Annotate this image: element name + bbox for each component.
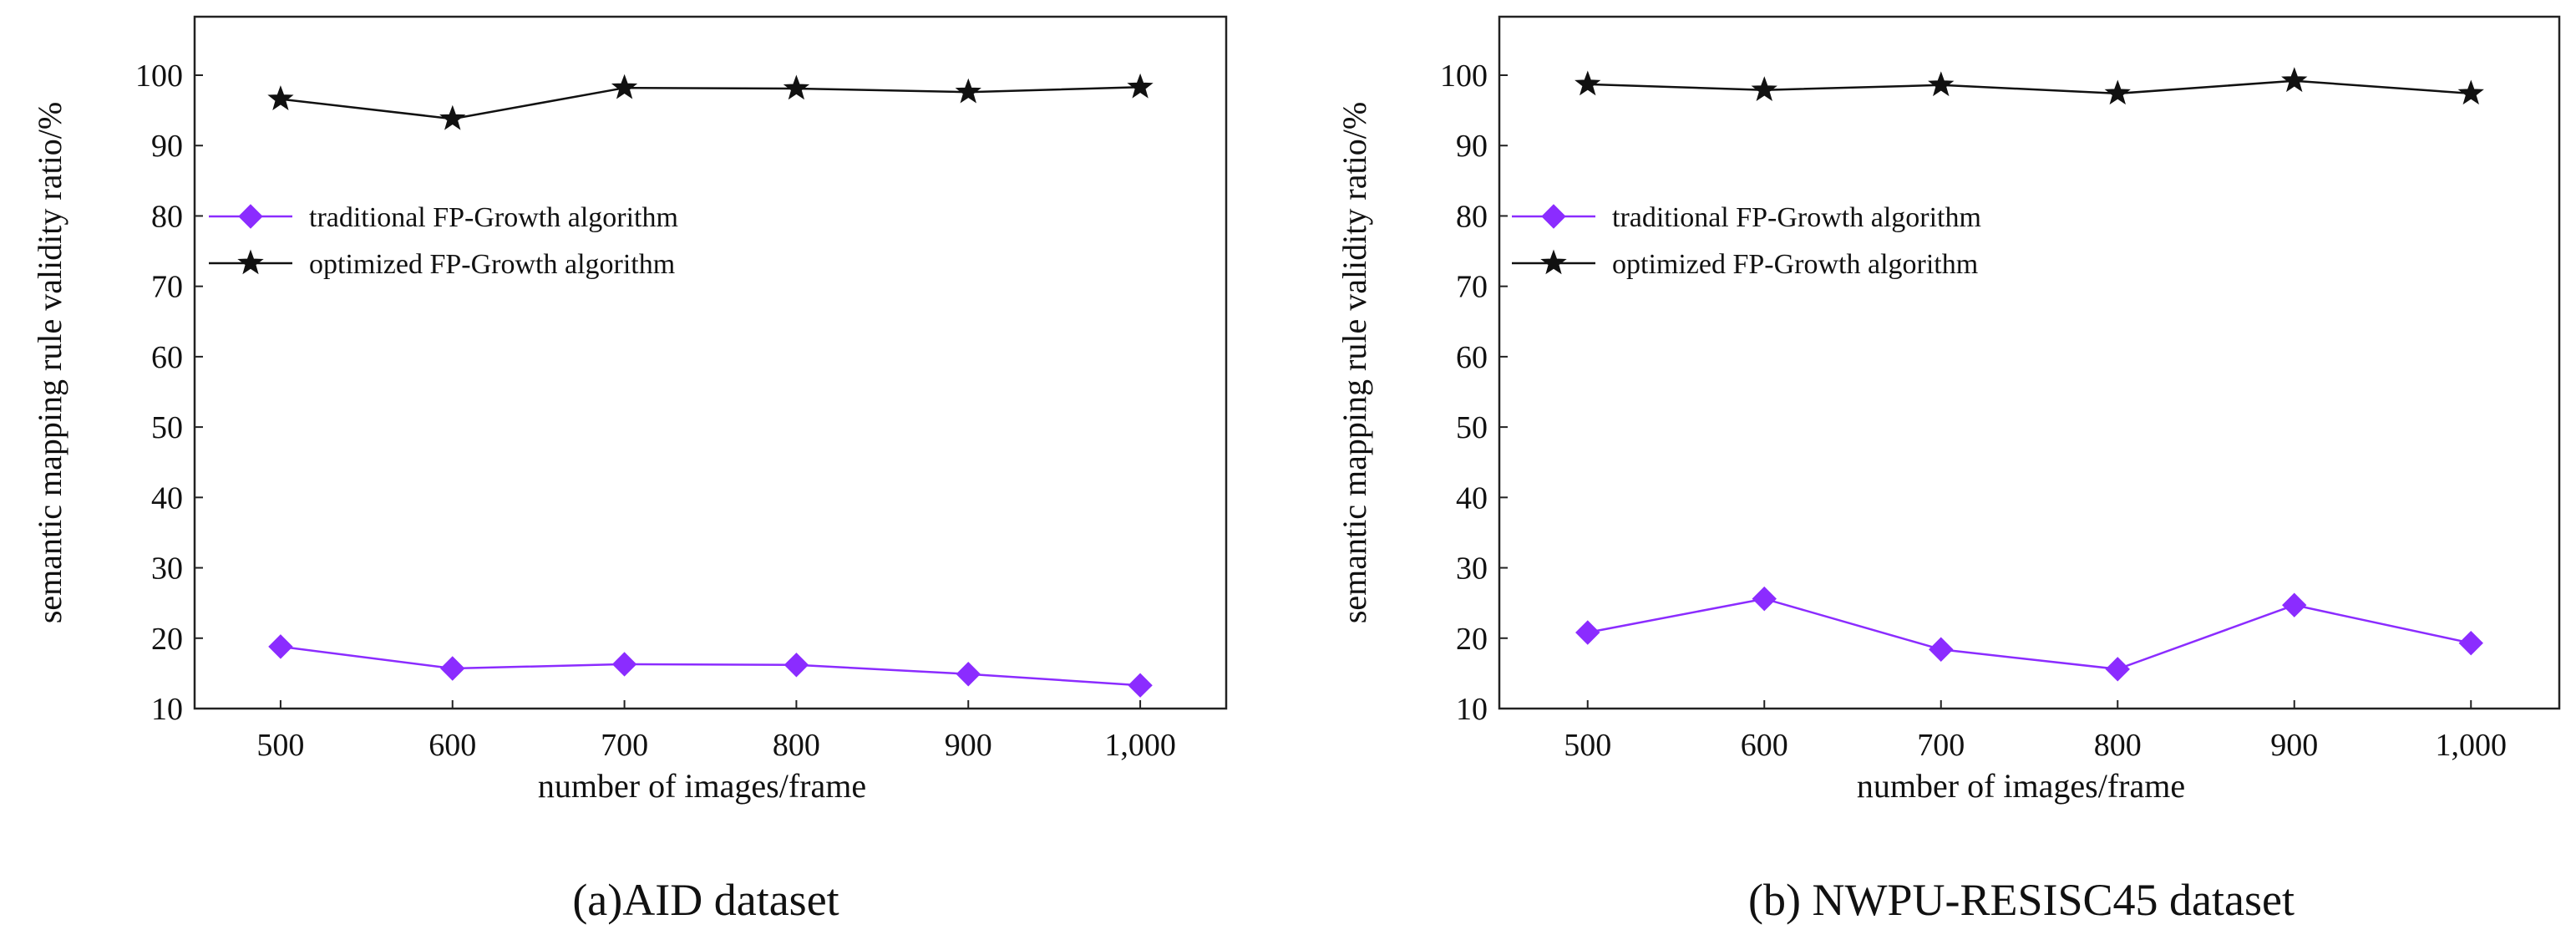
plot-frame (1498, 15, 2561, 710)
x-tick-label: 900 (945, 728, 992, 763)
x-axis-label: number of images/frame (538, 767, 866, 805)
y-tick-label: 10 (151, 692, 183, 727)
y-tick-label: 60 (1456, 340, 1488, 375)
legend-label-traditional-fp-growth-algorithm: traditional FP-Growth algorithm (309, 202, 678, 233)
data-point-optimized-fp-growth-algorithm (955, 78, 981, 104)
data-point-traditional-fp-growth-algorithm (1752, 586, 1777, 612)
y-tick-label: 100 (135, 58, 183, 94)
data-point-traditional-fp-growth-algorithm (2458, 630, 2483, 656)
data-point-optimized-fp-growth-algorithm (439, 104, 466, 130)
x-tick-label: 500 (1564, 728, 1611, 763)
x-tick-label: 800 (2094, 728, 2142, 763)
data-point-optimized-fp-growth-algorithm (1928, 71, 1955, 97)
plot-frame (193, 15, 1228, 710)
data-point-optimized-fp-growth-algorithm (1575, 70, 1601, 96)
data-point-traditional-fp-growth-algorithm (1128, 673, 1153, 698)
legend-marker-traditional-fp-growth-algorithm (238, 204, 263, 229)
data-point-traditional-fp-growth-algorithm (611, 652, 637, 677)
y-tick-label: 50 (1456, 410, 1488, 445)
panel-caption: (b) NWPU-RESISC45 dataset (1748, 875, 2295, 925)
data-point-optimized-fp-growth-algorithm (2281, 67, 2308, 93)
x-tick-label: 700 (1917, 728, 1965, 763)
x-tick-label: 600 (428, 728, 476, 763)
data-point-traditional-fp-growth-algorithm (1929, 637, 1954, 662)
y-tick-label: 70 (1456, 270, 1488, 305)
legend-label-traditional-fp-growth-algorithm: traditional FP-Growth algorithm (1612, 202, 1981, 233)
legend-label-optimized-fp-growth-algorithm: optimized FP-Growth algorithm (1612, 249, 1978, 280)
x-axis-label: number of images/frame (1857, 767, 2185, 805)
series-line-optimized-fp-growth-algorithm (280, 86, 1141, 120)
series-line-traditional-fp-growth-algorithm (280, 645, 1141, 687)
data-point-optimized-fp-growth-algorithm (1751, 76, 1777, 101)
y-tick-label: 90 (151, 129, 183, 164)
data-point-traditional-fp-growth-algorithm (783, 653, 809, 678)
legend-marker-traditional-fp-growth-algorithm (1541, 204, 1566, 229)
y-tick-label: 90 (1456, 129, 1488, 164)
y-tick-label: 20 (1456, 622, 1488, 657)
data-point-optimized-fp-growth-algorithm (2457, 79, 2484, 105)
series-line-optimized-fp-growth-algorithm (1587, 79, 2472, 95)
y-tick-label: 10 (1456, 692, 1488, 727)
y-tick-label: 40 (151, 480, 183, 516)
y-tick-label: 30 (151, 551, 183, 587)
x-tick-label: 600 (1741, 728, 1788, 763)
y-axis-label: semantic mapping rule validity ratio/% (1336, 102, 1373, 623)
data-point-traditional-fp-growth-algorithm (2105, 657, 2130, 682)
y-axis-label: semantic mapping rule validity ratio/% (31, 102, 68, 623)
data-point-traditional-fp-growth-algorithm (268, 634, 293, 659)
y-tick-label: 40 (1456, 480, 1488, 516)
y-tick-label: 70 (151, 270, 183, 305)
y-tick-label: 80 (1456, 199, 1488, 234)
data-point-optimized-fp-growth-algorithm (2104, 79, 2131, 105)
data-point-traditional-fp-growth-algorithm (2282, 592, 2307, 617)
y-tick-label: 60 (151, 340, 183, 375)
data-point-optimized-fp-growth-algorithm (1127, 73, 1154, 99)
panel-aid-dataset: 10 20 30 40 50 60 70 80 90 100 500 600 700 800 900 1,00… (31, 15, 1228, 925)
x-tick-label: 1,000 (2436, 728, 2508, 763)
x-tick-label: 500 (256, 728, 304, 763)
data-point-traditional-fp-growth-algorithm (440, 656, 465, 681)
data-point-traditional-fp-growth-algorithm (956, 662, 981, 687)
data-point-optimized-fp-growth-algorithm (783, 74, 810, 100)
x-tick-label: 800 (773, 728, 820, 763)
panel-caption: (a)AID dataset (572, 875, 839, 925)
legend-marker-optimized-fp-growth-algorithm (1540, 249, 1567, 275)
legend-marker-optimized-fp-growth-algorithm (237, 249, 264, 275)
y-tick-label: 80 (151, 199, 183, 234)
y-tick-label: 50 (151, 410, 183, 445)
data-point-traditional-fp-growth-algorithm (1575, 620, 1600, 645)
legend-label-optimized-fp-growth-algorithm: optimized FP-Growth algorithm (309, 249, 675, 280)
y-tick-label: 100 (1440, 58, 1488, 94)
y-tick-label: 30 (1456, 551, 1488, 587)
series-line-traditional-fp-growth-algorithm (1587, 597, 2472, 671)
data-point-optimized-fp-growth-algorithm (611, 74, 638, 99)
y-tick-label: 20 (151, 622, 183, 657)
x-tick-label: 900 (2270, 728, 2318, 763)
x-tick-label: 1,000 (1104, 728, 1176, 763)
panel-nwpu-resisc45-dataset: 10 20 30 40 50 60 70 80 90 100 500 600 700 800 900 1,00… (1336, 15, 2561, 925)
data-point-optimized-fp-growth-algorithm (267, 85, 294, 110)
x-tick-label: 700 (601, 728, 648, 763)
